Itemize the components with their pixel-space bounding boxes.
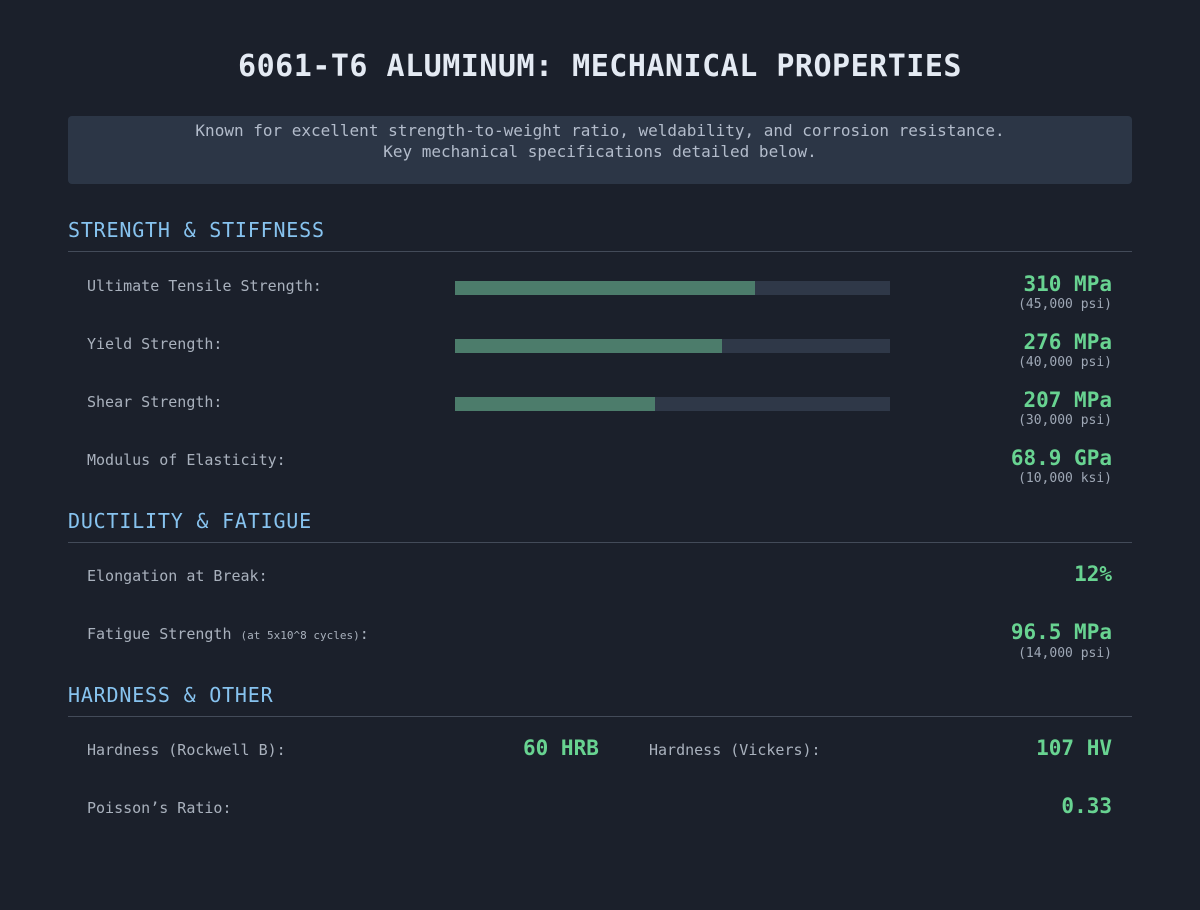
uts-bar-fill (455, 281, 756, 295)
fatigue-label: Fatigue Strength (at 5x10^8 cycles): (87, 624, 369, 646)
rockwell-value: 60 HRB (523, 736, 599, 760)
shear-bar-fill (455, 397, 656, 411)
uts-value: 310 MPa (1023, 272, 1112, 296)
poisson-value: 0.33 (1061, 794, 1112, 818)
shear-bar-track (455, 397, 890, 411)
poisson-label: Poisson’s Ratio: (87, 799, 232, 817)
yield-sub-value: (40,000 psi) (1018, 355, 1112, 370)
uts-label: Ultimate Tensile Strength: (87, 277, 322, 295)
fatigue-label-text: Fatigue Strength (87, 625, 232, 643)
section-heading-hardness: Hardness & Other (68, 683, 274, 707)
fatigue-label-note: (at 5x10^8 cycles) (240, 629, 360, 642)
yield-value: 276 MPa (1023, 330, 1112, 354)
intro-box: Known for excellent strength-to-weight r… (68, 116, 1132, 184)
modulus-value: 68.9 GPa (1010, 446, 1112, 470)
section-heading-strength: Strength & Stiffness (68, 218, 325, 242)
section-divider (68, 716, 1132, 717)
fatigue-label-colon: : (359, 625, 369, 643)
shear-label: Shear Strength: (87, 393, 223, 411)
modulus-label: Modulus of Elasticity: (87, 451, 286, 469)
intro-line-2: Key mechanical specifications detailed b… (383, 142, 817, 161)
shear-sub-value: (30,000 psi) (1018, 413, 1112, 428)
section-divider (68, 542, 1132, 543)
rockwell-label: Hardness (Rockwell B): (87, 741, 286, 759)
section-heading-ductility: Ductility & Fatigue (68, 509, 312, 533)
elongation-value: 12% (1074, 562, 1112, 586)
vickers-label: Hardness (Vickers): (649, 741, 821, 759)
uts-bar-track (455, 281, 890, 295)
shear-value: 207 MPa (1023, 388, 1112, 412)
fatigue-sub-value: (14,000 psi) (1018, 646, 1112, 661)
elongation-label: Elongation at Break: (87, 567, 268, 585)
yield-bar-track (455, 339, 890, 353)
uts-sub-value: (45,000 psi) (1018, 297, 1112, 312)
modulus-sub-value: (10,000 ksi) (1018, 471, 1112, 486)
yield-label: Yield Strength: (87, 335, 223, 353)
vickers-value: 107 HV (1036, 736, 1112, 760)
section-divider (68, 251, 1132, 252)
yield-bar-fill (455, 339, 723, 353)
page-title: 6061-T6 ALUMINUM: MECHANICAL PROPERTIES (238, 49, 962, 84)
intro-line-1: Known for excellent strength-to-weight r… (195, 121, 1005, 140)
fatigue-value: 96.5 MPa (1010, 620, 1112, 644)
